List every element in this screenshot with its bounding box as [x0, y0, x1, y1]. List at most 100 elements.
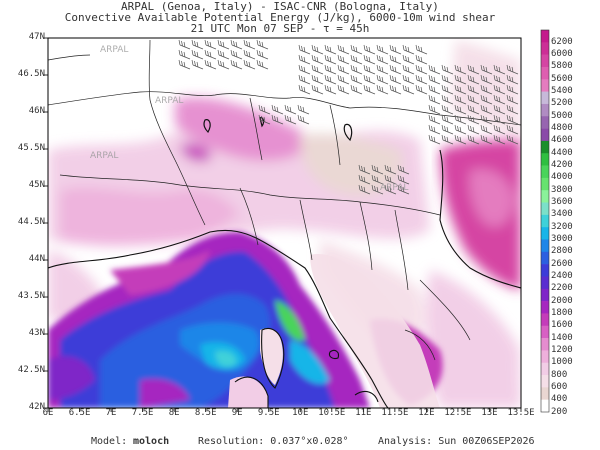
wind-barb: [350, 64, 363, 75]
wind-barb: [493, 94, 506, 105]
wind-barb: [371, 174, 384, 185]
colorbar-label: 3400: [551, 209, 573, 220]
wind-barb: [454, 94, 467, 105]
wind-barb: [415, 44, 428, 55]
wind-barb: [454, 64, 467, 75]
wind-barb: [324, 74, 337, 85]
wind-barb: [230, 39, 243, 50]
wind-barb: [480, 94, 493, 105]
colorbar-swatch: [541, 399, 549, 413]
wind-barb: [311, 54, 324, 65]
colorbar-swatch: [541, 276, 549, 290]
wind-barb: [258, 114, 271, 125]
colorbar-label: 2400: [551, 270, 573, 281]
lat-label: 45N: [28, 180, 45, 190]
colorbar-swatch: [541, 387, 549, 400]
wind-barb: [217, 39, 230, 50]
wind-barb: [256, 39, 269, 50]
wind-barb: [298, 84, 311, 95]
lat-label: 43N: [28, 328, 45, 338]
colorbar-swatch: [541, 128, 549, 142]
wind-barb: [506, 74, 519, 85]
colorbar-label: 400: [551, 394, 568, 405]
colorbar-swatch: [541, 214, 549, 228]
lakes: [203, 117, 353, 142]
wind-barb: [358, 174, 371, 185]
colorbar-swatch: [541, 79, 549, 92]
colorbar-swatch: [541, 264, 549, 277]
lat-label: 42.5N: [17, 365, 45, 375]
wind-barb: [191, 39, 204, 50]
colorbar-label: 1200: [551, 344, 573, 355]
colorbar-label: 800: [551, 369, 568, 380]
title-line-3: 21 UTC Mon 07 SEP - τ = 45h: [190, 22, 370, 35]
wind-barb: [256, 59, 269, 70]
colorbar-label: 5600: [551, 73, 573, 84]
wind-barb: [191, 59, 204, 70]
colorbar-label: 4200: [551, 160, 573, 171]
wind-barb: [371, 184, 384, 195]
wind-barb: [397, 184, 410, 195]
wind-barb: [324, 84, 337, 95]
wind-barb: [337, 44, 350, 55]
wind-barb: [178, 39, 191, 50]
lon-label: 11.5E: [381, 408, 409, 418]
colorbar-swatch: [541, 91, 549, 105]
wind-barb: [297, 114, 310, 125]
wind-barb: [271, 114, 284, 125]
colorbar-label: 200: [551, 406, 568, 417]
wind-barb: [428, 104, 441, 115]
wind-barb: [350, 74, 363, 85]
wind-barb: [311, 74, 324, 85]
colorbar: [540, 29, 550, 413]
wind-barb: [428, 114, 441, 125]
wind-barb: [480, 124, 493, 135]
lon-label: 10E: [292, 408, 309, 418]
wind-barb: [441, 94, 454, 105]
wind-barb: [298, 44, 311, 55]
wind-barb: [506, 64, 519, 75]
colorbar-label: 3600: [551, 197, 573, 208]
wind-barb: [506, 134, 519, 145]
colorbar-label: 600: [551, 381, 568, 392]
lat-label: 43.5N: [17, 291, 45, 301]
wind-barb: [441, 114, 454, 125]
lon-label: 8.5E: [194, 408, 217, 418]
wind-barb: [217, 49, 230, 60]
wind-barb: [493, 104, 506, 115]
model-label: Model:: [91, 436, 128, 447]
wind-barb: [493, 134, 506, 145]
lon-label: 7.5E: [131, 408, 154, 418]
wind-barb: [358, 164, 371, 175]
colorbar-swatch: [541, 202, 549, 216]
title-line-1: ARPAL (Genoa, Italy) - ISAC-CNR (Bologna…: [121, 0, 439, 13]
wind-barb: [298, 64, 311, 75]
wind-barb: [467, 94, 480, 105]
wind-barb: [428, 124, 441, 135]
wind-barb: [415, 54, 428, 65]
wind-barb: [376, 44, 389, 55]
wind-barb: [376, 64, 389, 75]
wind-barb: [402, 64, 415, 75]
wind-barb: [337, 64, 350, 75]
colorbar-swatch: [541, 301, 549, 314]
model-name: moloch: [133, 436, 170, 447]
colorbar-label: 2000: [551, 295, 573, 306]
watermark-3: ARPAL: [90, 151, 118, 161]
wind-barb: [441, 104, 454, 115]
lat-label: 46N: [28, 106, 45, 116]
wind-barb: [506, 94, 519, 105]
wind-barb: [467, 84, 480, 95]
colorbar-label: 2600: [551, 258, 573, 269]
wind-barb: [441, 134, 454, 145]
wind-barb: [350, 44, 363, 55]
colorbar-swatch: [541, 350, 549, 364]
wind-barb: [402, 44, 415, 55]
wind-barb: [389, 64, 402, 75]
wind-barb: [256, 49, 269, 60]
wind-barb: [441, 64, 454, 75]
wind-barb: [376, 84, 389, 95]
wind-barb: [284, 104, 297, 115]
colorbar-swatch: [541, 239, 549, 253]
wind-barb: [204, 59, 217, 70]
